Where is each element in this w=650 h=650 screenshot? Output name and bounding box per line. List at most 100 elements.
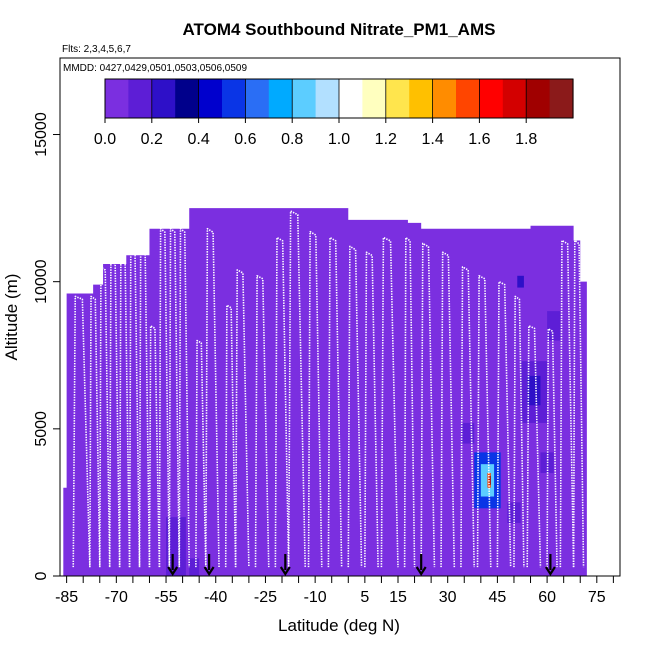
colorbar-tick-label: 1.8: [515, 131, 537, 148]
arrow-markers: [167, 554, 556, 577]
x-tick-label: 60: [538, 589, 556, 606]
flight-profile: [274, 236, 290, 568]
enhancement-cell: [507, 502, 521, 524]
flight-profile: [178, 227, 191, 568]
flight-profile: [460, 266, 476, 568]
y-tick-label: 0: [33, 571, 50, 580]
flight-profile-layer: [72, 210, 585, 568]
y-tick-label: 15000: [33, 112, 50, 157]
colorbar-swatch: [151, 79, 176, 118]
flight-profile: [559, 239, 575, 568]
colorbar-swatch: [292, 79, 317, 118]
enhancement-cell: [166, 517, 186, 576]
flight-profile: [513, 295, 525, 568]
dates-label: MMDD: 0427,0429,0501,0503,0506,0509: [63, 63, 247, 74]
colorbar-swatch: [549, 79, 574, 118]
flight-profile: [364, 251, 379, 568]
flight-profile: [138, 236, 151, 568]
colorbar-tick-label: 0.8: [281, 131, 303, 148]
flight-profile: [158, 227, 171, 568]
flight-profile: [526, 325, 542, 568]
enhancement-cell: [517, 275, 524, 288]
colorbar-tick-label: 0.0: [94, 131, 116, 148]
flight-profile: [204, 227, 220, 568]
arrow-head: [415, 566, 427, 577]
x-tick-label: 75: [588, 589, 606, 606]
flight-profile: [108, 260, 121, 568]
flight-profile: [118, 257, 131, 568]
axes: -85 -70 -55 -40 -25 -10 5 15 30 45 60 75 0 5000 10000 1…: [33, 112, 614, 606]
x-tick-label: 5: [360, 589, 369, 606]
flight-profile: [148, 325, 161, 568]
x-tick-label: -85: [55, 589, 78, 606]
flight-profile: [380, 236, 399, 568]
flight-profile: [327, 236, 343, 568]
x-axis-label: Latitude (deg N): [278, 616, 400, 635]
flight-profile: [89, 295, 101, 568]
enhancement-cell: [489, 475, 491, 485]
colorbar-swatch: [339, 79, 363, 118]
flight-profile: [440, 251, 456, 568]
x-tick-label: 45: [488, 589, 506, 606]
chart-title: ATOM4 Southbound Nitrate_PM1_AMS: [183, 20, 496, 39]
y-axis-label: Altitude (m): [2, 274, 21, 361]
flight-profile: [72, 295, 91, 568]
x-tick-label: -55: [154, 589, 177, 606]
x-tick-label: -10: [304, 589, 327, 606]
x-tick-label: -25: [254, 589, 277, 606]
enhancement-cell: [527, 375, 541, 406]
colorbar-swatch: [175, 79, 200, 118]
flight-profile: [98, 266, 111, 568]
colorbar: 0.0 0.2 0.4 0.6 0.8 1.0 1.2 1.4 1.6 1.8: [94, 78, 574, 148]
x-tick-label: 30: [439, 589, 457, 606]
colorbar-tick-label: 0.6: [234, 131, 256, 148]
colorbar-swatch: [479, 79, 504, 118]
data-envelope: [63, 208, 587, 576]
arrow-head: [203, 566, 215, 577]
enhancement-cell: [189, 558, 200, 576]
flight-profile: [307, 230, 323, 568]
x-tick-label: 15: [389, 589, 407, 606]
flights-label: Flts: 2,3,4,5,6,7: [62, 44, 131, 55]
colorbar-swatch: [502, 79, 527, 118]
colorbar-swatch: [128, 79, 153, 118]
x-tick-label: -70: [105, 589, 128, 606]
colorbar-tick-label: 1.0: [328, 131, 350, 148]
enhancement-cell: [460, 422, 475, 444]
colorbar-tick-label: 1.4: [421, 131, 443, 148]
arrow-head: [167, 566, 179, 577]
colorbar-swatch: [385, 79, 410, 118]
colorbar-tick-label: 0.4: [187, 131, 209, 148]
flight-profile: [234, 269, 250, 568]
colorbar-swatch: [268, 79, 293, 118]
data-layer: [63, 208, 587, 576]
colorbar-swatch: [432, 79, 457, 118]
colorbar-swatch: [245, 79, 270, 118]
flight-profile: [476, 274, 492, 568]
colorbar-tick-label: 0.2: [141, 131, 163, 148]
flight-profile: [168, 227, 181, 568]
arrow-head: [279, 566, 291, 577]
flight-profile: [403, 236, 416, 568]
y-tick-label: 10000: [33, 259, 50, 304]
flight-profile: [195, 339, 207, 568]
colorbar-tick-label: 1.6: [468, 131, 490, 148]
flight-profile: [287, 210, 307, 568]
flight-profile: [224, 304, 237, 568]
flight-profile: [254, 274, 270, 568]
arrow-head: [544, 566, 556, 577]
y-tick-label: 5000: [33, 411, 50, 447]
colorbar-swatch: [362, 79, 387, 118]
plot-frame: [59, 57, 621, 577]
colorbar-swatch: [222, 79, 246, 118]
x-tick-label: -40: [204, 589, 227, 606]
colorbar-swatch: [409, 79, 434, 118]
colorbar-swatch: [315, 79, 340, 118]
colorbar-swatch: [198, 79, 223, 118]
colorbar-swatch: [105, 79, 129, 118]
flight-profile: [496, 280, 512, 568]
flight-profile: [420, 242, 436, 568]
colorbar-tick-label: 1.2: [375, 131, 397, 148]
colorbar-swatch: [526, 79, 551, 118]
